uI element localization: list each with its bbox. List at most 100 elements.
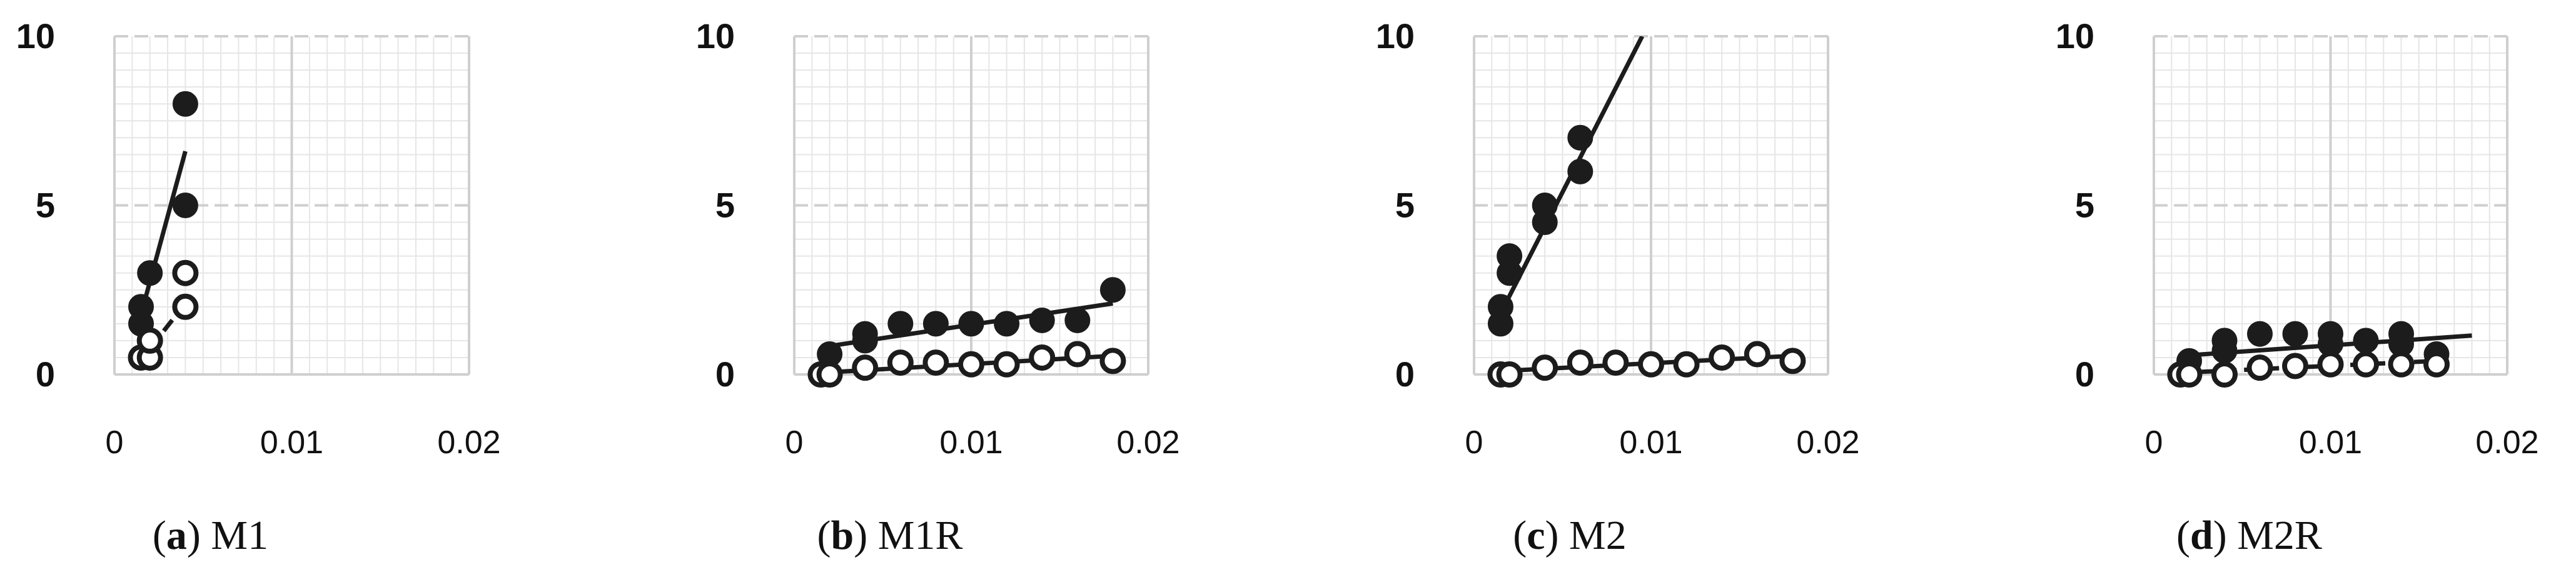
y-tick-label: 5	[715, 186, 735, 225]
caption-paren-close: )	[2213, 513, 2237, 558]
y-tick-label: 10	[696, 16, 735, 56]
series-open	[2167, 351, 2450, 388]
open-point	[1567, 349, 1594, 376]
open-point	[1099, 348, 1126, 374]
open-point	[2211, 361, 2238, 388]
open-point	[1673, 351, 1700, 378]
y-tick-label: 10	[16, 16, 55, 56]
filled-point	[852, 328, 878, 354]
x-tick-label: 0	[1465, 424, 1483, 461]
caption-label: d	[2190, 513, 2213, 558]
open-point	[1709, 344, 1735, 371]
y-tick-label: 0	[36, 354, 55, 394]
panel-a: 0 5 10 0 0.01 0.02 (a) M1	[16, 16, 501, 558]
open-point	[172, 293, 199, 320]
caption-paren-open: (	[1513, 513, 1527, 558]
caption-label: c	[1527, 513, 1545, 558]
open-point	[1029, 344, 1056, 371]
series-open	[128, 259, 199, 371]
y-tick-label: 5	[36, 186, 55, 225]
x-tick-label: 0.01	[2299, 424, 2362, 461]
open-point	[993, 351, 1020, 378]
x-tick-label: 0	[2145, 424, 2163, 461]
open-point	[816, 361, 843, 388]
x-tick-label: 0.01	[260, 424, 323, 461]
caption-label: a	[166, 513, 187, 558]
x-tick-label: 0.02	[2475, 424, 2538, 461]
filled-point	[922, 311, 949, 337]
caption-paren-open: (	[817, 513, 831, 558]
panel-caption: (b) M1R	[817, 513, 963, 558]
open-point	[922, 349, 949, 376]
filled-point	[2353, 328, 2379, 354]
x-tick-label: 0.01	[1619, 424, 1682, 461]
filled-point	[172, 91, 198, 117]
x-tick-label: 0.02	[437, 424, 500, 461]
x-tick-label: 0.02	[1796, 424, 1859, 461]
filled-point	[887, 311, 914, 337]
panel-d: 0 5 10 0 0.01 0.02 (d) M2R	[2056, 16, 2539, 558]
filled-point	[2282, 321, 2308, 347]
y-tick-label: 10	[2056, 16, 2094, 56]
gridlines	[1474, 35, 1829, 374]
filled-point	[1029, 307, 1055, 333]
filled-point	[137, 260, 163, 286]
filled-point	[994, 311, 1020, 337]
caption-title: M1R	[878, 513, 963, 558]
open-point	[2423, 351, 2450, 378]
y-tick-label: 0	[1395, 354, 1415, 394]
open-point	[2176, 361, 2203, 388]
open-point	[1064, 341, 1091, 368]
filled-point	[2211, 338, 2238, 364]
open-point	[1779, 348, 1806, 374]
panel-caption: (c) M2	[1513, 513, 1626, 558]
gridlines	[2154, 35, 2508, 374]
panel-c: 0 5 10 0 0.01 0.02 (c) M2	[1376, 16, 1860, 558]
filled-point	[958, 311, 984, 337]
filled-point	[1567, 124, 1594, 151]
open-point	[2317, 351, 2344, 378]
caption-paren-open: (	[153, 513, 166, 558]
open-point	[852, 354, 879, 381]
y-tick-label: 0	[715, 354, 735, 394]
open-point	[2353, 351, 2379, 378]
filled-point	[1567, 158, 1594, 184]
series-filled	[1487, 36, 1644, 337]
open-point	[172, 259, 199, 286]
filled-point	[1099, 277, 1126, 303]
open-point	[887, 349, 914, 376]
caption-title: M2	[1569, 513, 1627, 558]
series-filled	[817, 277, 1126, 368]
caption-label: b	[831, 513, 854, 558]
caption-paren-open: (	[2176, 513, 2190, 558]
open-point	[2388, 351, 2415, 378]
y-tick-label: 0	[2075, 354, 2094, 394]
open-point	[958, 351, 984, 378]
caption-title: M2R	[2237, 513, 2322, 558]
filled-point	[172, 193, 198, 218]
y-tick-label: 10	[1376, 16, 1415, 56]
x-tick-label: 0.02	[1116, 424, 1179, 461]
panel-caption: (d) M2R	[2176, 513, 2322, 558]
x-tick-label: 0.01	[939, 424, 1003, 461]
x-tick-label: 0	[106, 424, 124, 461]
series-open	[1487, 341, 1806, 388]
x-tick-label: 0	[785, 424, 804, 461]
open-point	[136, 327, 163, 354]
open-point	[1496, 361, 1523, 388]
open-point	[1532, 354, 1558, 381]
caption-title: M1	[211, 513, 268, 558]
filled-point	[1064, 307, 1091, 333]
caption-paren-close: )	[1545, 513, 1569, 558]
filled-point	[2247, 321, 2273, 347]
caption-paren-close: )	[854, 513, 877, 558]
y-tick-label: 5	[1395, 186, 1415, 225]
filled-point	[1532, 209, 1558, 236]
y-tick-label: 5	[2075, 186, 2094, 225]
gridlines	[114, 35, 470, 374]
caption-paren-close: )	[187, 513, 211, 558]
open-point	[2246, 354, 2273, 381]
open-point	[1638, 351, 1664, 378]
filled-point	[1487, 311, 1513, 337]
